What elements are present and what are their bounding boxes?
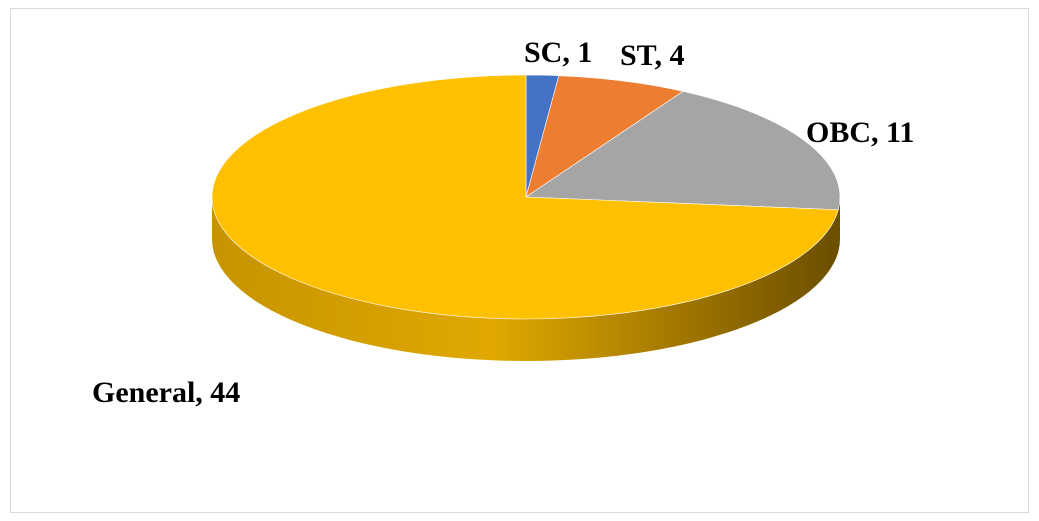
slice-label-st: ST, 4 bbox=[620, 39, 684, 72]
pie-side-wall bbox=[212, 197, 840, 361]
pie-slice-general bbox=[211, 74, 839, 320]
slice-label-sc: SC, 1 bbox=[524, 36, 592, 69]
slice-label-general: General, 44 bbox=[92, 376, 240, 409]
pie-slice-st bbox=[525, 75, 684, 198]
slice-label-obc: OBC, 11 bbox=[806, 116, 914, 149]
pie-slice-obc bbox=[525, 91, 841, 211]
